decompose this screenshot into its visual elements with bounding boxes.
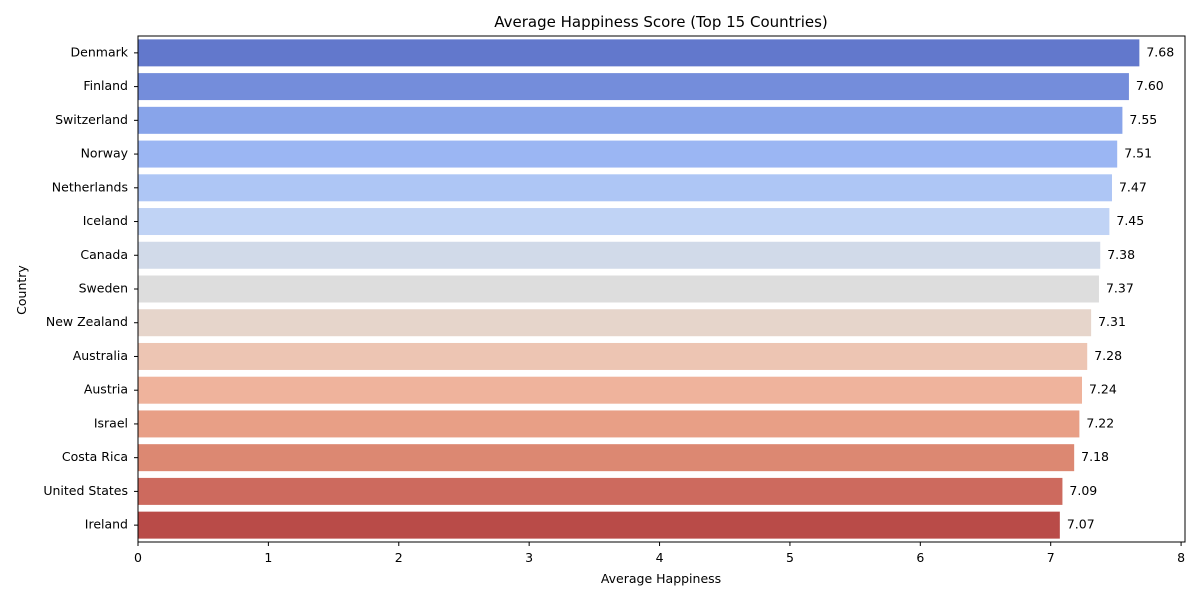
y-tick-label: Switzerland <box>55 112 128 127</box>
bar-switzerland <box>138 106 1123 134</box>
value-labels-group: 7.68 7.60 7.55 7.51 7.47 7.45 7.38 7.37 7.31 7.28… <box>1067 44 1174 531</box>
x-tick-label: 5 <box>786 550 794 565</box>
x-tick-label: 6 <box>916 550 924 565</box>
y-tick-label: Australia <box>73 348 128 363</box>
y-tick-label: Sweden <box>79 281 128 296</box>
y-tick-label: Netherlands <box>52 179 128 194</box>
bar-norway <box>138 140 1118 168</box>
bar-netherlands <box>138 174 1112 202</box>
bars-group <box>138 39 1140 539</box>
y-tick-label: Denmark <box>71 44 129 59</box>
y-tick-label: Finland <box>83 78 128 93</box>
value-label: 7.47 <box>1119 179 1147 194</box>
y-tick-label: Canada <box>80 247 128 262</box>
x-tick-label: 1 <box>264 550 272 565</box>
x-tick-label: 7 <box>1047 550 1055 565</box>
value-label: 7.60 <box>1136 78 1164 93</box>
y-tick-label: Norway <box>81 146 129 161</box>
value-label: 7.55 <box>1129 112 1157 127</box>
bar-australia <box>138 342 1088 370</box>
value-label: 7.09 <box>1069 483 1097 498</box>
value-label: 7.31 <box>1098 314 1126 329</box>
value-label: 7.28 <box>1094 348 1122 363</box>
value-label: 7.45 <box>1116 213 1144 228</box>
axis-spines <box>137 35 1186 543</box>
bar-costa-rica <box>138 444 1075 472</box>
bar-sweden <box>138 275 1099 303</box>
bar-new-zealand <box>138 309 1092 337</box>
x-tick-label: 0 <box>134 550 142 565</box>
value-label: 7.38 <box>1107 247 1135 262</box>
bar-israel <box>138 410 1080 438</box>
y-axis-label: Country <box>14 265 29 315</box>
y-tick-label: Israel <box>94 415 128 430</box>
bar-finland <box>138 73 1129 101</box>
value-label: 7.18 <box>1081 449 1109 464</box>
x-tick-label: 2 <box>395 550 403 565</box>
x-axis-label: Average Happiness <box>601 571 721 586</box>
value-label: 7.22 <box>1086 415 1114 430</box>
bar-iceland <box>138 208 1110 236</box>
x-tick-label: 3 <box>525 550 533 565</box>
bar-canada <box>138 241 1101 269</box>
bar-austria <box>138 376 1082 404</box>
value-label: 7.07 <box>1067 517 1095 532</box>
bar-united-states <box>138 477 1063 505</box>
value-label: 7.68 <box>1146 44 1174 59</box>
plot-frame <box>137 35 1186 543</box>
x-axis-ticks: 0 1 2 3 4 5 6 7 8 <box>134 542 1185 565</box>
x-tick-label: 8 <box>1177 550 1185 565</box>
y-tick-label: Iceland <box>83 213 128 228</box>
x-tick-label: 4 <box>656 550 664 565</box>
y-tick-label: Austria <box>84 382 128 397</box>
y-tick-label: United States <box>43 483 128 498</box>
value-label: 7.51 <box>1124 146 1152 161</box>
value-label: 7.37 <box>1106 281 1134 296</box>
bar-ireland <box>138 511 1060 539</box>
value-label: 7.24 <box>1089 382 1117 397</box>
y-tick-label: Costa Rica <box>62 449 128 464</box>
chart-title: Average Happiness Score (Top 15 Countrie… <box>494 13 828 31</box>
y-tick-label: Ireland <box>85 517 128 532</box>
y-tick-label: New Zealand <box>46 314 128 329</box>
y-axis-ticks: Denmark Finland Switzerland Norway Netherlan… <box>43 44 138 532</box>
bar-denmark <box>138 39 1140 67</box>
